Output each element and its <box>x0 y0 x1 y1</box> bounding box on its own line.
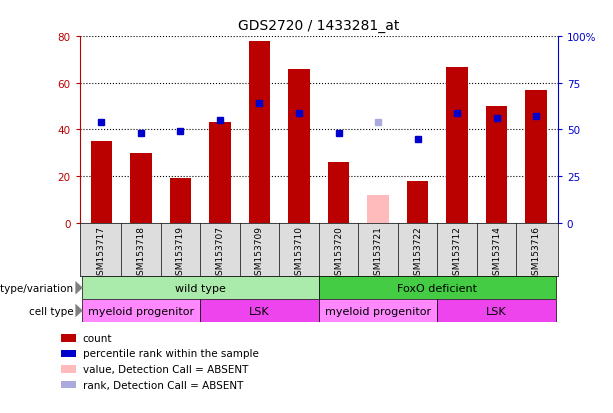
Text: genotype/variation: genotype/variation <box>0 283 74 293</box>
Text: wild type: wild type <box>175 283 226 293</box>
Bar <box>437 299 556 322</box>
Bar <box>485 107 508 223</box>
Text: GSM153721: GSM153721 <box>373 225 383 280</box>
Bar <box>170 179 191 223</box>
Bar <box>130 153 152 223</box>
Text: GSM153717: GSM153717 <box>97 225 106 280</box>
Bar <box>406 181 428 223</box>
Title: GDS2720 / 1433281_at: GDS2720 / 1433281_at <box>238 19 400 33</box>
Text: value, Detection Call = ABSENT: value, Detection Call = ABSENT <box>83 364 248 374</box>
Text: myeloid progenitor: myeloid progenitor <box>88 306 194 316</box>
Text: GSM153709: GSM153709 <box>255 225 264 280</box>
Bar <box>61 350 76 357</box>
Bar <box>91 142 112 223</box>
Bar <box>82 299 200 322</box>
Text: LSK: LSK <box>249 306 270 316</box>
Bar <box>328 163 349 223</box>
Bar <box>82 277 319 299</box>
Bar <box>61 381 76 388</box>
Text: count: count <box>83 333 112 343</box>
Polygon shape <box>75 304 83 318</box>
Polygon shape <box>75 281 83 295</box>
Text: rank, Detection Call = ABSENT: rank, Detection Call = ABSENT <box>83 380 243 389</box>
Text: LSK: LSK <box>486 306 507 316</box>
Bar <box>319 277 556 299</box>
Text: GSM153719: GSM153719 <box>176 225 185 280</box>
Text: GSM153712: GSM153712 <box>452 225 462 280</box>
Text: cell type: cell type <box>29 306 74 316</box>
Text: GSM153722: GSM153722 <box>413 225 422 280</box>
Bar <box>61 366 76 373</box>
Text: myeloid progenitor: myeloid progenitor <box>325 306 431 316</box>
Text: GSM153710: GSM153710 <box>294 225 303 280</box>
Bar <box>288 70 310 223</box>
Text: GSM153716: GSM153716 <box>531 225 541 280</box>
Text: GSM153720: GSM153720 <box>334 225 343 280</box>
Text: GSM153714: GSM153714 <box>492 225 501 280</box>
Text: percentile rank within the sample: percentile rank within the sample <box>83 349 259 358</box>
Text: GSM153718: GSM153718 <box>137 225 145 280</box>
Bar <box>319 299 437 322</box>
Text: GSM153707: GSM153707 <box>216 225 224 280</box>
Bar <box>61 335 76 342</box>
Bar <box>209 123 231 223</box>
Bar <box>525 90 547 223</box>
Bar <box>249 42 270 223</box>
Text: FoxO deficient: FoxO deficient <box>397 283 478 293</box>
Bar <box>367 195 389 223</box>
Bar <box>446 67 468 223</box>
Bar <box>200 299 319 322</box>
